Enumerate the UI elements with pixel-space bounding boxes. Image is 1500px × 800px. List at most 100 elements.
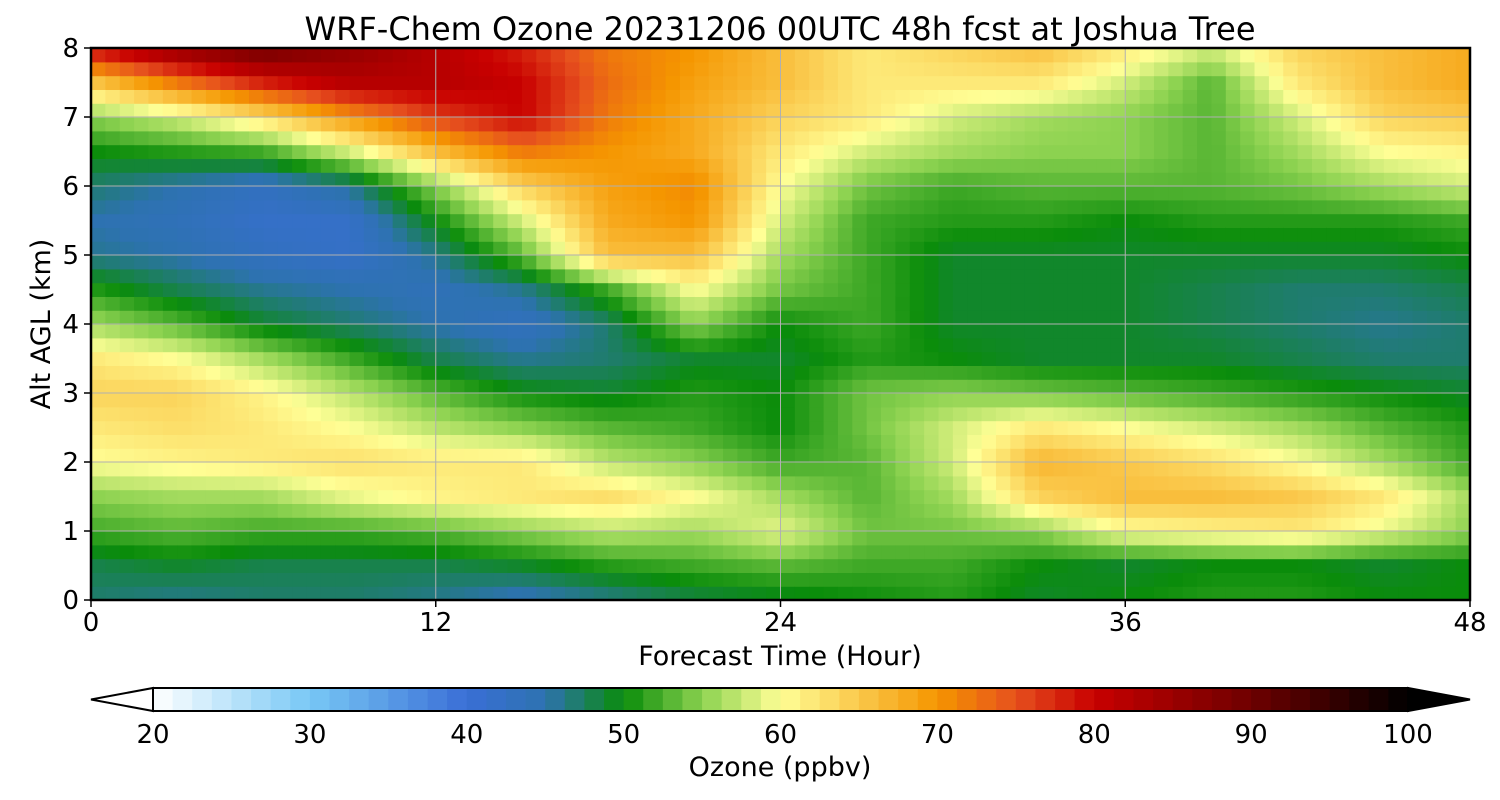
heatmap-cell bbox=[694, 324, 710, 339]
colorbar-segment bbox=[1290, 688, 1311, 711]
heatmap-cell bbox=[608, 48, 624, 63]
heatmap-cell bbox=[694, 144, 710, 159]
heatmap-cell bbox=[177, 199, 193, 215]
heatmap-cell bbox=[1283, 462, 1299, 477]
heatmap-cell bbox=[450, 199, 466, 215]
heatmap-cell bbox=[723, 268, 738, 284]
heatmap-cell bbox=[1426, 489, 1442, 504]
heatmap-cell bbox=[220, 89, 236, 104]
heatmap-cell bbox=[909, 172, 925, 187]
heatmap-cell bbox=[852, 379, 868, 394]
heatmap-cell bbox=[823, 89, 839, 104]
heatmap-cell bbox=[608, 241, 624, 256]
heatmap-cell bbox=[1283, 434, 1299, 449]
heatmap-cell bbox=[938, 337, 954, 353]
heatmap-cell bbox=[1426, 172, 1442, 187]
heatmap-cell bbox=[981, 282, 997, 297]
heatmap-cell bbox=[119, 48, 135, 63]
heatmap-cell bbox=[866, 61, 882, 77]
heatmap-cell bbox=[1240, 213, 1256, 228]
colorbar-segment bbox=[349, 688, 370, 711]
heatmap-cell bbox=[967, 172, 983, 187]
heatmap-cell bbox=[967, 61, 983, 77]
heatmap-cell bbox=[636, 172, 652, 187]
heatmap-cell bbox=[220, 227, 236, 242]
heatmap-cell bbox=[981, 351, 997, 366]
heatmap-cell bbox=[1412, 351, 1428, 366]
heatmap-cell bbox=[349, 337, 365, 353]
heatmap-cell bbox=[780, 351, 796, 366]
heatmap-cell bbox=[1340, 199, 1356, 215]
heatmap-cell bbox=[593, 351, 609, 366]
heatmap-cell bbox=[249, 199, 264, 215]
heatmap-cell bbox=[622, 420, 638, 435]
heatmap-cell bbox=[450, 227, 466, 242]
heatmap-cell bbox=[1125, 379, 1141, 394]
heatmap-cell bbox=[105, 241, 121, 256]
heatmap-cell bbox=[622, 475, 638, 491]
heatmap-cell bbox=[177, 586, 193, 601]
heatmap-cell bbox=[1211, 448, 1227, 463]
heatmap-cell bbox=[1340, 255, 1356, 270]
heatmap-cell bbox=[1010, 531, 1026, 546]
heatmap-cell bbox=[837, 89, 853, 104]
heatmap-cell bbox=[1426, 282, 1442, 297]
heatmap-cell bbox=[1039, 365, 1055, 380]
heatmap-cell bbox=[349, 586, 365, 601]
heatmap-cell bbox=[507, 255, 523, 270]
heatmap-cell bbox=[708, 379, 724, 394]
heatmap-cell bbox=[1412, 365, 1428, 380]
heatmap-cell bbox=[1326, 48, 1342, 63]
heatmap-cell bbox=[392, 462, 408, 477]
heatmap-cell bbox=[1326, 586, 1342, 601]
heatmap-cell bbox=[277, 227, 293, 242]
heatmap-cell bbox=[407, 572, 422, 587]
x-tick-label: 12 bbox=[419, 608, 452, 638]
heatmap-cell bbox=[1283, 503, 1299, 518]
heatmap-cell bbox=[881, 462, 897, 477]
heatmap-cell bbox=[1311, 48, 1327, 63]
heatmap-cell bbox=[134, 61, 150, 77]
heatmap-cell bbox=[119, 351, 135, 366]
heatmap-cell bbox=[694, 531, 710, 546]
heatmap-cell bbox=[1311, 255, 1327, 270]
heatmap-cell bbox=[205, 227, 221, 242]
heatmap-cell bbox=[1383, 324, 1399, 339]
heatmap-cell bbox=[105, 420, 121, 435]
heatmap-cell bbox=[995, 351, 1011, 366]
heatmap-cell bbox=[1168, 172, 1184, 187]
heatmap-cell bbox=[1254, 517, 1270, 532]
heatmap-cell bbox=[881, 255, 897, 270]
heatmap-cell bbox=[134, 379, 150, 394]
heatmap-cell bbox=[478, 462, 494, 477]
heatmap-cell bbox=[162, 255, 178, 270]
heatmap-cell bbox=[335, 531, 351, 546]
heatmap-cell bbox=[622, 61, 638, 77]
heatmap-cell bbox=[162, 337, 178, 353]
heatmap-cell bbox=[1369, 117, 1385, 132]
heatmap-cell bbox=[766, 282, 782, 297]
heatmap-cell bbox=[1197, 144, 1213, 159]
heatmap-cell bbox=[1053, 227, 1069, 242]
heatmap-cell bbox=[263, 61, 279, 77]
heatmap-cell bbox=[679, 103, 695, 118]
heatmap-cell bbox=[536, 103, 552, 118]
heatmap-cell bbox=[694, 172, 710, 187]
heatmap-cell bbox=[91, 199, 106, 215]
heatmap-cell bbox=[708, 531, 724, 546]
heatmap-cell bbox=[809, 544, 825, 560]
heatmap-cell bbox=[967, 586, 983, 601]
heatmap-cell bbox=[1125, 475, 1141, 491]
heatmap-cell bbox=[981, 268, 997, 284]
heatmap-cell bbox=[809, 255, 825, 270]
heatmap-cell bbox=[550, 227, 566, 242]
heatmap-cell bbox=[292, 586, 308, 601]
heatmap-cell bbox=[134, 172, 150, 187]
heatmap-cell bbox=[723, 379, 738, 394]
heatmap-cell bbox=[909, 158, 925, 173]
chart-title: WRF-Chem Ozone 20231206 00UTC 48h fcst a… bbox=[304, 10, 1255, 48]
heatmap-cell bbox=[737, 586, 753, 601]
heatmap-cell bbox=[924, 241, 940, 256]
heatmap-cell bbox=[407, 544, 422, 560]
heatmap-cell bbox=[1383, 365, 1399, 380]
